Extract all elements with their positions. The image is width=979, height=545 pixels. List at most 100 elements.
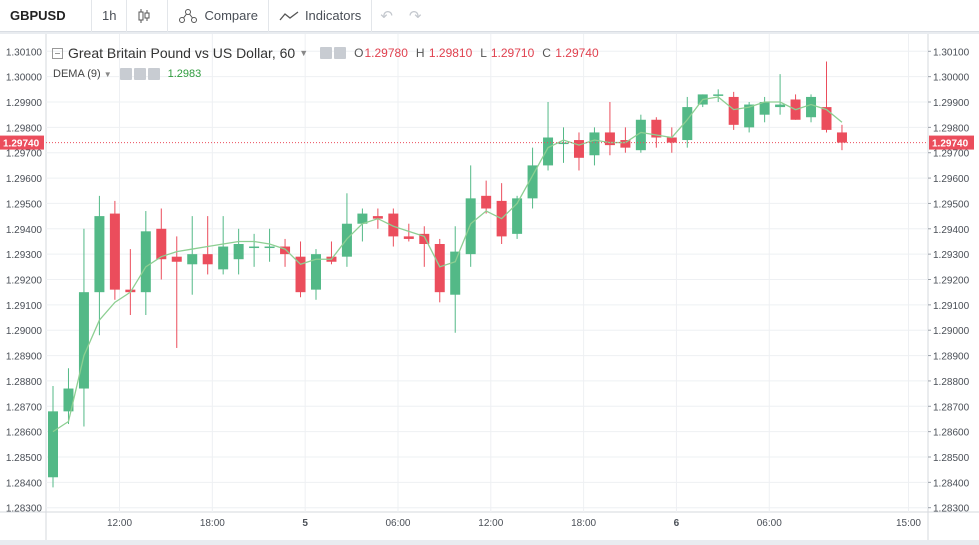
candle-body — [434, 244, 445, 293]
y-tick-label: 1.29900 — [933, 98, 970, 109]
y-tick-label: 1.29100 — [6, 301, 43, 312]
y-tick-label: 1.28600 — [6, 428, 43, 439]
chart-style-button[interactable] — [127, 0, 169, 32]
candle — [728, 91, 739, 130]
candle-body — [759, 102, 770, 115]
price-chart[interactable]: 1.30100 1.30000 1.29900 1.29800 1.29700 1.296… — [0, 34, 979, 540]
candle — [573, 132, 584, 171]
candle — [202, 216, 213, 275]
symbol-search[interactable]: GBPUSD — [0, 0, 92, 32]
y-tick-label: 1.28700 — [933, 402, 970, 413]
candle-body — [280, 246, 291, 255]
indicators-label: Indicators — [304, 8, 362, 23]
candle-body — [372, 216, 383, 219]
candle-body — [481, 195, 492, 209]
y-tick-label: 1.29800 — [6, 123, 43, 134]
candle — [326, 241, 337, 265]
candle-body — [558, 142, 569, 145]
settings-icon[interactable] — [320, 47, 333, 59]
candle — [357, 208, 368, 242]
candle — [388, 208, 399, 247]
toolbar: GBPUSD 1h Compare Indicators ↶ ↷ — [0, 0, 979, 32]
candle — [821, 61, 832, 133]
y-tick-label: 1.29200 — [6, 276, 43, 287]
candle-body — [140, 231, 151, 293]
candle — [635, 114, 646, 153]
candle — [295, 241, 306, 298]
indicator-name[interactable]: DEMA (9) — [53, 68, 101, 80]
candle-body — [249, 246, 260, 249]
y-tick-label: 1.29000 — [6, 326, 43, 337]
visibility-icon[interactable] — [133, 68, 146, 80]
candle — [589, 127, 600, 166]
candle-body — [156, 228, 167, 260]
indicators-button[interactable]: Indicators — [269, 0, 373, 32]
open-value: 1.29780 — [364, 46, 408, 60]
y-tick-label: 1.30100 — [6, 47, 43, 58]
candle — [233, 228, 244, 275]
x-tick-label: 18:00 — [200, 518, 225, 529]
candle — [280, 238, 291, 267]
x-tick-label: 18:00 — [571, 518, 596, 529]
y-tick-label: 1.29800 — [933, 123, 970, 134]
redo-button[interactable]: ↷ — [408, 7, 422, 25]
x-tick-label: 06:00 — [757, 518, 782, 529]
candle-body — [94, 216, 105, 293]
collapse-icon[interactable] — [52, 47, 63, 59]
legend-title[interactable]: Great Britain Pound vs US Dollar, 60 — [68, 45, 296, 61]
candle-body — [635, 119, 646, 151]
undo-button[interactable]: ↶ — [380, 7, 393, 25]
y-tick-label: 1.29300 — [6, 250, 43, 261]
candle-body — [836, 132, 847, 143]
candle-body — [357, 213, 368, 224]
y-tick-label: 1.29400 — [6, 225, 43, 236]
candle — [543, 102, 554, 171]
candle-body — [109, 213, 120, 290]
candle — [434, 238, 445, 303]
y-tick-label: 1.29600 — [6, 174, 43, 185]
candle — [63, 368, 74, 425]
compare-button[interactable]: Compare — [168, 0, 269, 32]
candle — [666, 127, 677, 153]
x-tick-label: 15:00 — [896, 518, 921, 529]
chevron-down-icon[interactable]: ▼ — [103, 69, 112, 79]
candle-body — [512, 198, 523, 234]
candle — [450, 226, 461, 333]
candle — [264, 228, 275, 262]
chart-area[interactable]: 1.30100 1.30000 1.29900 1.29800 1.29700 1.296… — [0, 34, 979, 540]
candle — [775, 74, 786, 115]
y-tick-label: 1.29400 — [933, 225, 970, 236]
interval-button[interactable]: 1h — [92, 0, 128, 32]
y-tick-label: 1.28700 — [6, 402, 43, 413]
candle — [109, 200, 120, 300]
candle-body — [125, 289, 136, 293]
candle — [496, 183, 507, 245]
low-value: 1.29710 — [490, 46, 535, 60]
candle-body — [450, 251, 461, 295]
close-icon[interactable] — [147, 68, 160, 80]
chevron-down-icon[interactable]: ▼ — [299, 48, 309, 58]
candle-body — [806, 96, 817, 118]
indicator-value: 1.2983 — [167, 68, 202, 80]
visibility-icon[interactable] — [334, 47, 347, 59]
legend-low: L 1.29710 — [480, 46, 535, 60]
y-tick-label: 1.29700 — [6, 149, 43, 160]
y-tick-label: 1.28400 — [933, 478, 970, 489]
y-tick-label: 1.28900 — [933, 352, 970, 363]
x-tick-label: 5 — [302, 518, 308, 529]
candle — [419, 226, 430, 267]
candle — [790, 94, 801, 120]
candle-body — [233, 244, 244, 260]
candle — [218, 216, 229, 275]
settings-icon[interactable] — [119, 68, 132, 80]
candle-body — [821, 107, 832, 130]
candle-body — [713, 94, 724, 96]
candle — [140, 211, 151, 315]
legend-open: O1.29780 — [354, 46, 408, 60]
candle-body — [264, 246, 275, 249]
y-tick-label: 1.29700 — [933, 149, 970, 160]
candle — [620, 127, 631, 153]
candle — [187, 216, 198, 295]
compare-icon — [179, 8, 198, 23]
y-tick-label: 1.30000 — [933, 73, 970, 84]
